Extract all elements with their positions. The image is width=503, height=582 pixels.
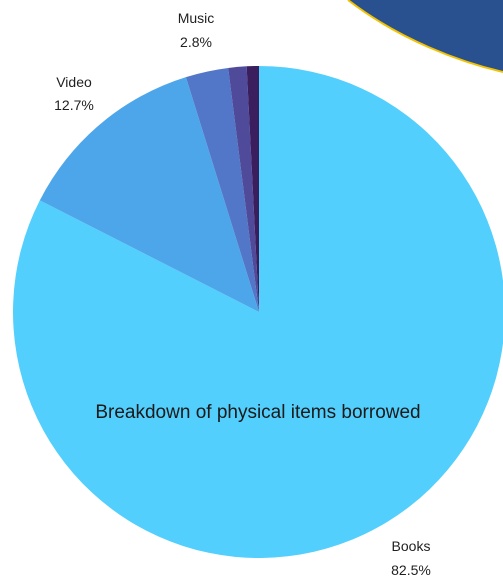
decorative-banner-edge bbox=[347, 0, 503, 73]
pie-slice-video bbox=[39, 77, 259, 312]
chart-title: Breakdown of physical items borrowed bbox=[95, 402, 420, 423]
books-label: Books bbox=[392, 538, 431, 554]
music-label: Music bbox=[178, 10, 215, 26]
books-value-label: 82.5% bbox=[391, 562, 431, 578]
pie-slice-other-4 bbox=[246, 66, 259, 312]
video-value-label: 12.7% bbox=[54, 97, 94, 113]
pie-slice-books bbox=[13, 66, 503, 558]
decorative-banner bbox=[348, 0, 503, 72]
music-value-label: 2.8% bbox=[180, 34, 212, 50]
video-label: Video bbox=[56, 74, 92, 90]
pie-slice-other-3 bbox=[228, 66, 259, 313]
pie-slices bbox=[13, 66, 503, 558]
pie-slice-music bbox=[185, 67, 259, 312]
